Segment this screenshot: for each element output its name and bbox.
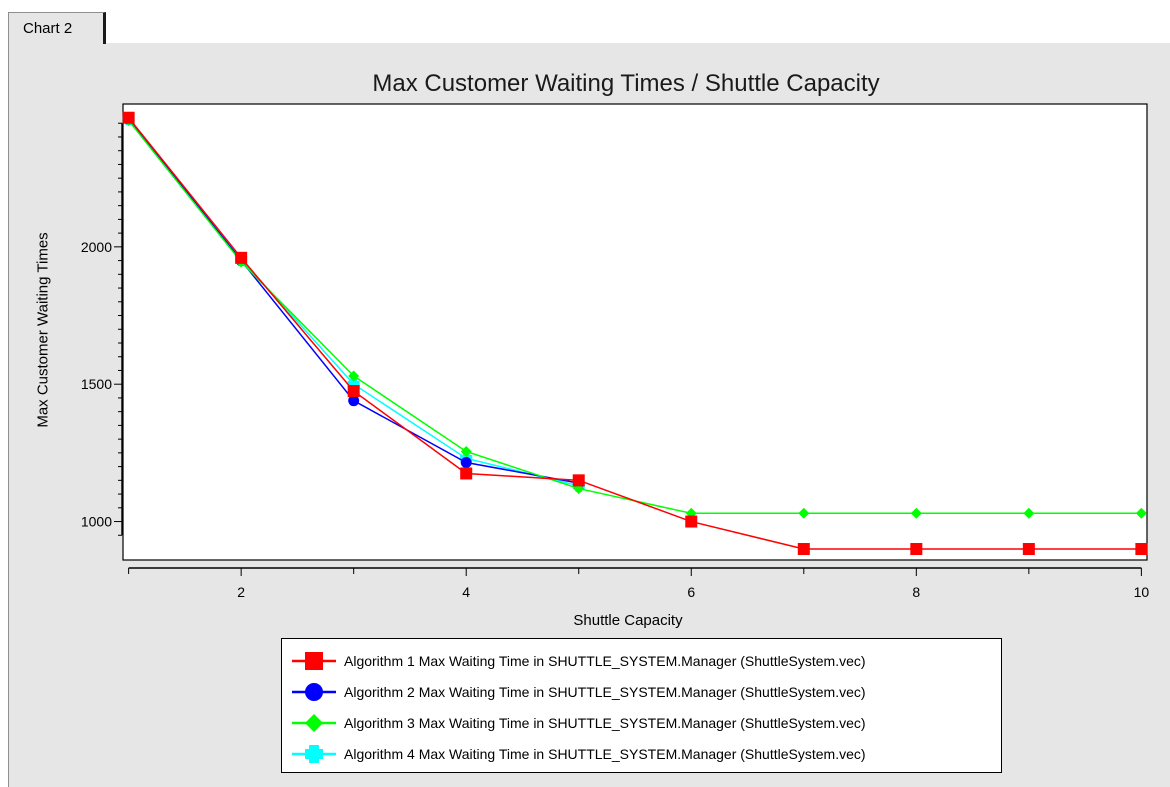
data-point bbox=[910, 543, 923, 556]
data-point bbox=[460, 456, 472, 468]
x-tick-label: 8 bbox=[912, 584, 920, 600]
legend-label: Algorithm 1 Max Waiting Time in SHUTTLE_… bbox=[344, 652, 866, 669]
legend-marker bbox=[305, 682, 323, 701]
legend-label: Algorithm 3 Max Waiting Time in SHUTTLE_… bbox=[344, 714, 866, 731]
legend-swatch-plus-icon bbox=[292, 744, 336, 763]
data-point bbox=[797, 543, 810, 556]
data-point bbox=[1022, 543, 1035, 556]
legend-marker bbox=[305, 744, 323, 763]
y-tick-label: 1000 bbox=[81, 514, 112, 530]
data-point bbox=[460, 445, 472, 457]
legend-label: Algorithm 2 Max Waiting Time in SHUTTLE_… bbox=[344, 683, 866, 700]
legend-swatch-diamond-icon bbox=[292, 713, 336, 732]
series-line bbox=[128, 117, 1142, 550]
data-point bbox=[122, 111, 135, 124]
legend: Algorithm 1 Max Waiting Time in SHUTTLE_… bbox=[281, 638, 1002, 773]
data-point bbox=[1135, 543, 1148, 556]
data-point bbox=[348, 370, 360, 382]
data-point bbox=[1135, 507, 1147, 519]
legend-item: Algorithm 4 Max Waiting Time in SHUTTLE_… bbox=[282, 738, 1001, 769]
data-point bbox=[798, 507, 810, 519]
data-point bbox=[910, 507, 922, 519]
legend-item: Algorithm 2 Max Waiting Time in SHUTTLE_… bbox=[282, 676, 1001, 707]
x-axis-label: Shuttle Capacity bbox=[573, 612, 683, 629]
y-tick-label: 2000 bbox=[81, 239, 112, 255]
legend-marker bbox=[305, 651, 323, 670]
legend-swatch-square-icon bbox=[292, 651, 336, 670]
chart-title: Max Customer Waiting Times / Shuttle Cap… bbox=[372, 70, 880, 97]
legend-swatch-circle-icon bbox=[292, 682, 336, 701]
y-tick-label: 1500 bbox=[81, 376, 112, 392]
x-tick-label: 4 bbox=[462, 584, 470, 600]
tab-chart-2[interactable]: Chart 2 bbox=[8, 12, 106, 44]
x-tick-label: 10 bbox=[1134, 584, 1150, 600]
legend-item: Algorithm 3 Max Waiting Time in SHUTTLE_… bbox=[282, 707, 1001, 738]
legend-marker bbox=[305, 713, 323, 732]
x-tick-label: 6 bbox=[687, 584, 695, 600]
data-point bbox=[347, 385, 360, 398]
data-point bbox=[1023, 507, 1035, 519]
data-point bbox=[348, 395, 360, 407]
data-point bbox=[460, 467, 473, 480]
legend-label: Algorithm 4 Max Waiting Time in SHUTTLE_… bbox=[344, 745, 866, 762]
legend-item: Algorithm 1 Max Waiting Time in SHUTTLE_… bbox=[282, 645, 1001, 676]
data-point bbox=[235, 251, 248, 264]
x-tick-label: 2 bbox=[237, 584, 245, 600]
data-point bbox=[572, 474, 585, 487]
data-point bbox=[685, 515, 698, 528]
plot-background bbox=[122, 103, 1148, 561]
